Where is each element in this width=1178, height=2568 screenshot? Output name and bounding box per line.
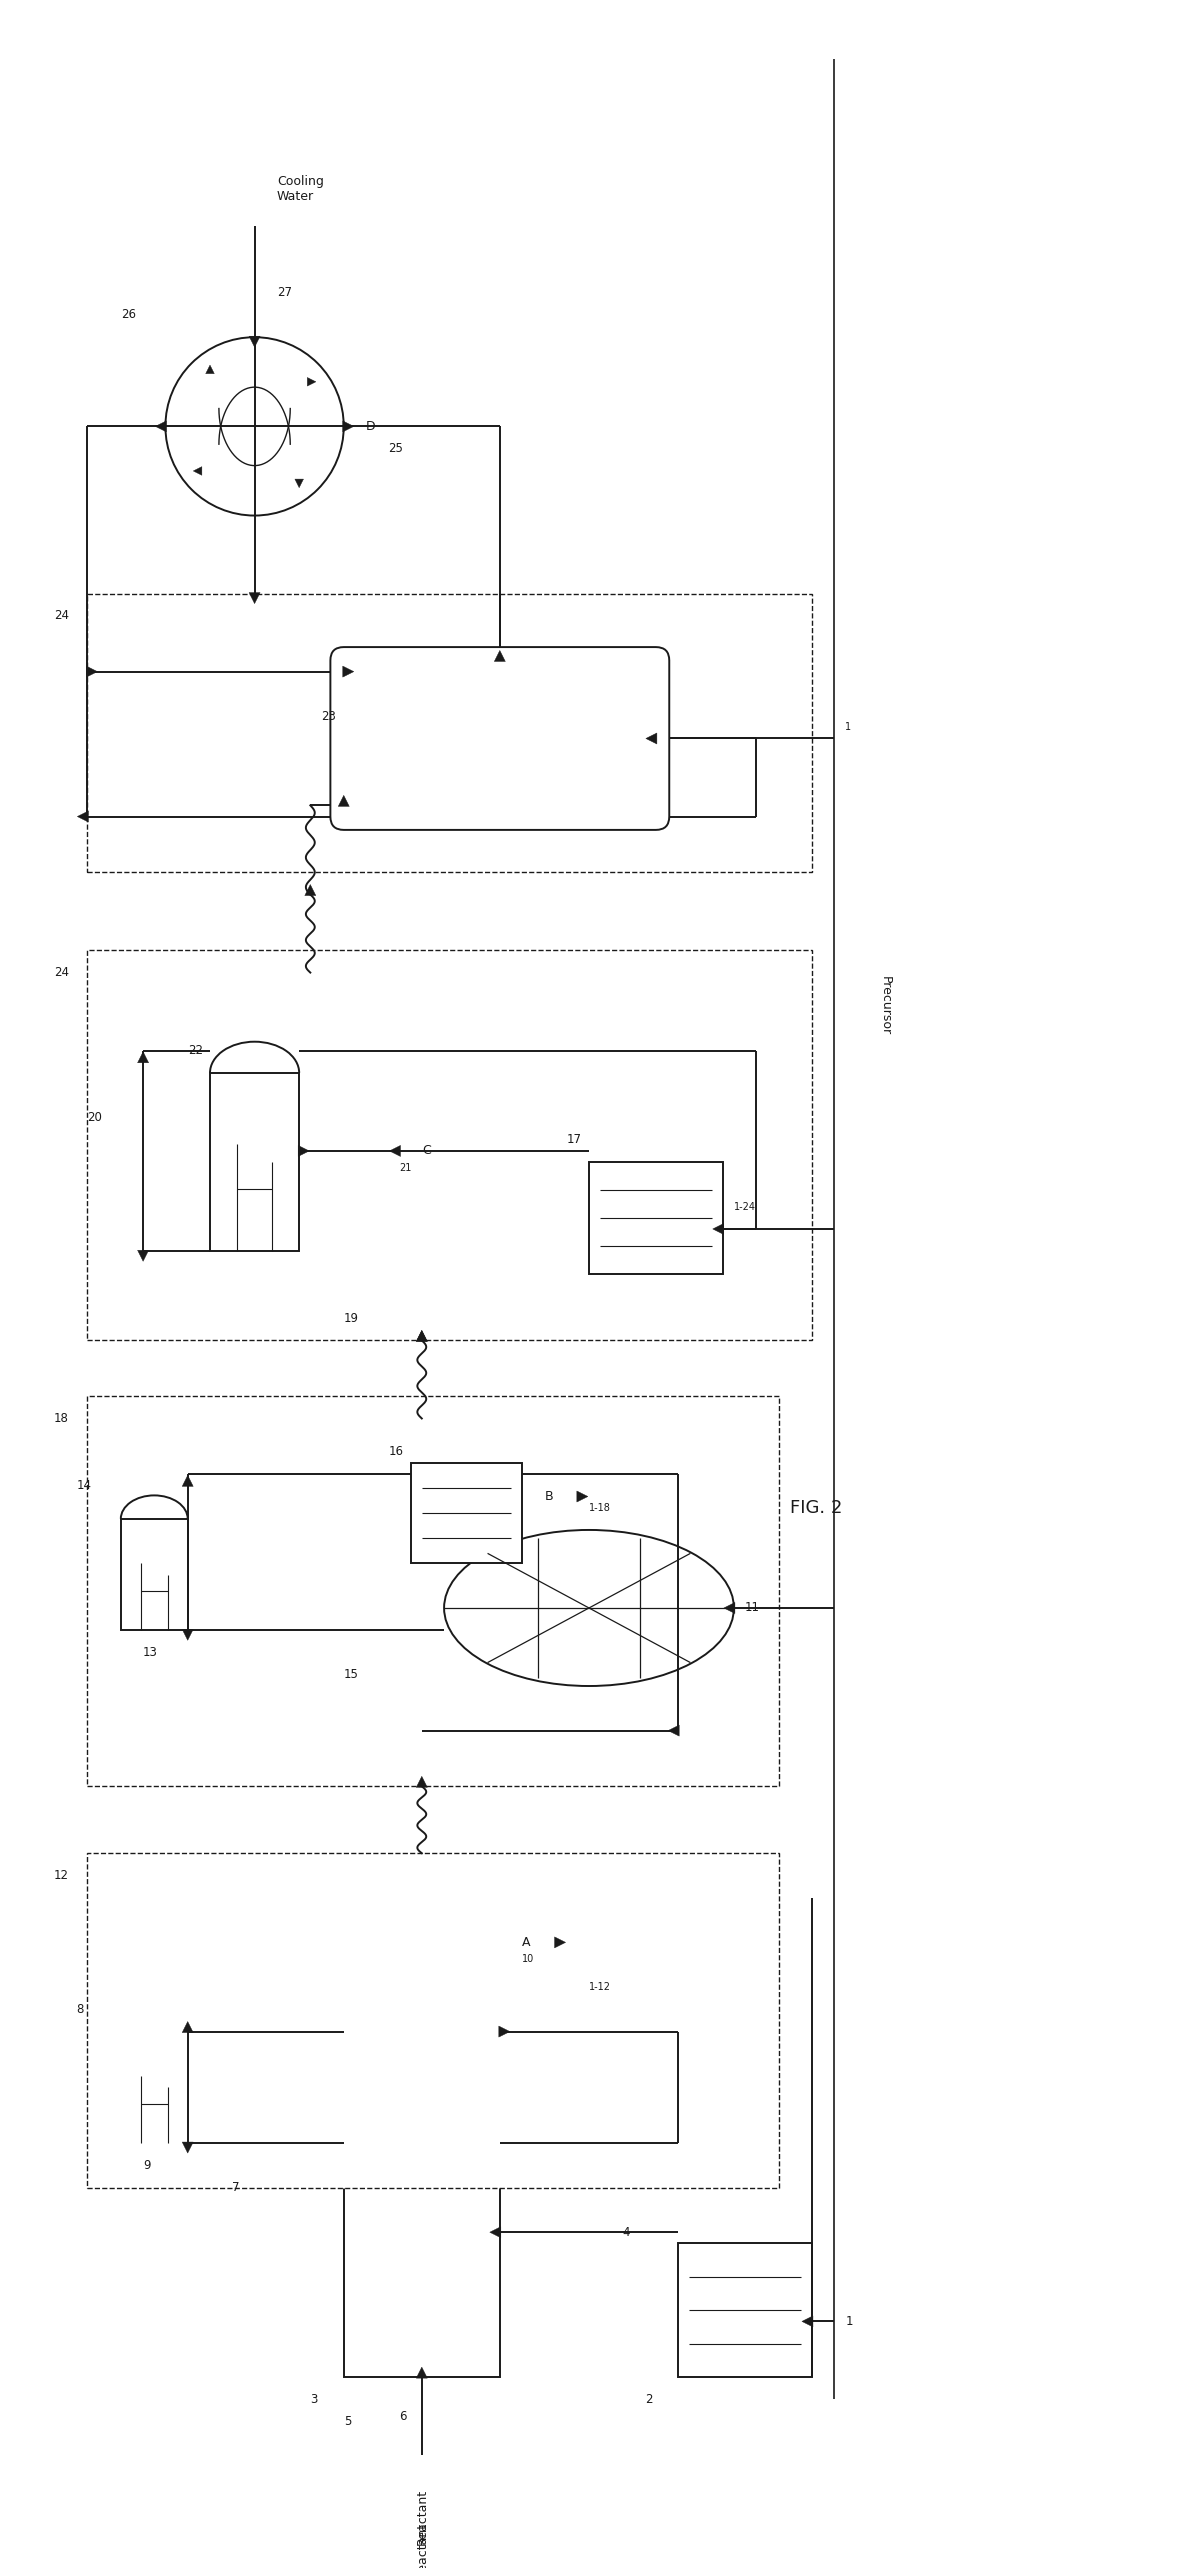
Text: Precursor: Precursor — [879, 976, 892, 1035]
Text: 1-18: 1-18 — [589, 1502, 611, 1513]
Polygon shape — [343, 665, 353, 678]
Text: 17: 17 — [567, 1132, 582, 1145]
Polygon shape — [338, 796, 350, 806]
Polygon shape — [555, 1936, 565, 1949]
Polygon shape — [183, 2142, 193, 2152]
Text: 4: 4 — [622, 2226, 630, 2239]
Text: 7: 7 — [232, 2180, 240, 2193]
Polygon shape — [490, 2226, 501, 2237]
Bar — [589, 1163, 723, 1274]
Polygon shape — [416, 2368, 428, 2378]
Text: Cooling
Water: Cooling Water — [277, 175, 324, 203]
Polygon shape — [724, 1602, 735, 1613]
Text: 3: 3 — [310, 2393, 318, 2406]
Text: 5: 5 — [344, 2416, 351, 2429]
Polygon shape — [138, 1053, 148, 1063]
Text: 16: 16 — [389, 1446, 403, 1459]
Polygon shape — [249, 593, 260, 603]
Bar — [87, 593, 812, 873]
Polygon shape — [298, 1145, 309, 1156]
Bar — [121, 1518, 187, 1631]
Polygon shape — [183, 1477, 193, 1487]
Text: 26: 26 — [121, 308, 135, 321]
Bar — [679, 2244, 812, 2378]
Polygon shape — [183, 1628, 193, 1641]
Text: 1-12: 1-12 — [589, 1982, 611, 1993]
Text: D: D — [366, 421, 376, 434]
Bar — [411, 1464, 522, 1564]
Text: 24: 24 — [54, 609, 70, 621]
Polygon shape — [249, 336, 260, 347]
Text: 10: 10 — [522, 1954, 535, 1965]
Text: B: B — [544, 1489, 552, 1502]
Text: 1-24: 1-24 — [734, 1202, 756, 1212]
Polygon shape — [390, 1145, 401, 1156]
Text: 14: 14 — [77, 1479, 91, 1492]
Text: 13: 13 — [143, 1646, 158, 1659]
Text: 2: 2 — [644, 2393, 653, 2406]
Polygon shape — [86, 665, 98, 678]
Polygon shape — [416, 1330, 428, 1340]
Polygon shape — [193, 467, 201, 475]
Polygon shape — [668, 1726, 680, 1736]
Text: 6: 6 — [399, 2409, 406, 2422]
Polygon shape — [183, 2021, 193, 2034]
Text: 15: 15 — [344, 1669, 358, 1682]
Bar — [210, 1073, 299, 1251]
Text: 20: 20 — [87, 1112, 102, 1125]
Polygon shape — [495, 650, 505, 663]
Text: FIG. 2: FIG. 2 — [789, 1500, 842, 1518]
Polygon shape — [802, 2316, 813, 2327]
Polygon shape — [498, 2026, 510, 2036]
Text: 12: 12 — [54, 1870, 70, 1882]
Polygon shape — [307, 377, 316, 385]
Text: 27: 27 — [277, 285, 292, 298]
Polygon shape — [713, 1222, 723, 1235]
Text: 24: 24 — [54, 966, 70, 978]
Bar — [344, 2131, 499, 2378]
Text: 1: 1 — [846, 722, 852, 732]
Text: A: A — [522, 1936, 530, 1949]
Polygon shape — [155, 421, 166, 431]
Polygon shape — [206, 365, 214, 375]
Polygon shape — [343, 421, 353, 431]
Polygon shape — [416, 1777, 428, 1787]
Text: 18: 18 — [54, 1412, 68, 1425]
Text: Reactant: Reactant — [416, 2522, 429, 2568]
Polygon shape — [78, 811, 88, 822]
Bar — [87, 950, 812, 1340]
Polygon shape — [577, 1492, 588, 1502]
Text: 8: 8 — [77, 2003, 84, 2016]
Polygon shape — [416, 1330, 428, 1340]
Text: 19: 19 — [344, 1312, 359, 1325]
FancyBboxPatch shape — [330, 647, 669, 829]
Text: 11: 11 — [744, 1602, 760, 1615]
Bar — [87, 1397, 779, 1787]
Polygon shape — [305, 883, 316, 896]
Text: 1: 1 — [846, 2314, 853, 2329]
Polygon shape — [138, 1251, 148, 1261]
Text: 25: 25 — [389, 442, 403, 455]
Text: Reactant: Reactant — [416, 2488, 429, 2545]
Text: 9: 9 — [143, 2160, 151, 2173]
Text: C: C — [422, 1145, 430, 1158]
Polygon shape — [294, 480, 304, 488]
Text: 21: 21 — [399, 1163, 412, 1174]
Text: 23: 23 — [322, 709, 337, 722]
Polygon shape — [646, 732, 657, 745]
Bar — [87, 1854, 779, 2188]
Text: 22: 22 — [187, 1045, 203, 1058]
Bar — [121, 2031, 187, 2144]
